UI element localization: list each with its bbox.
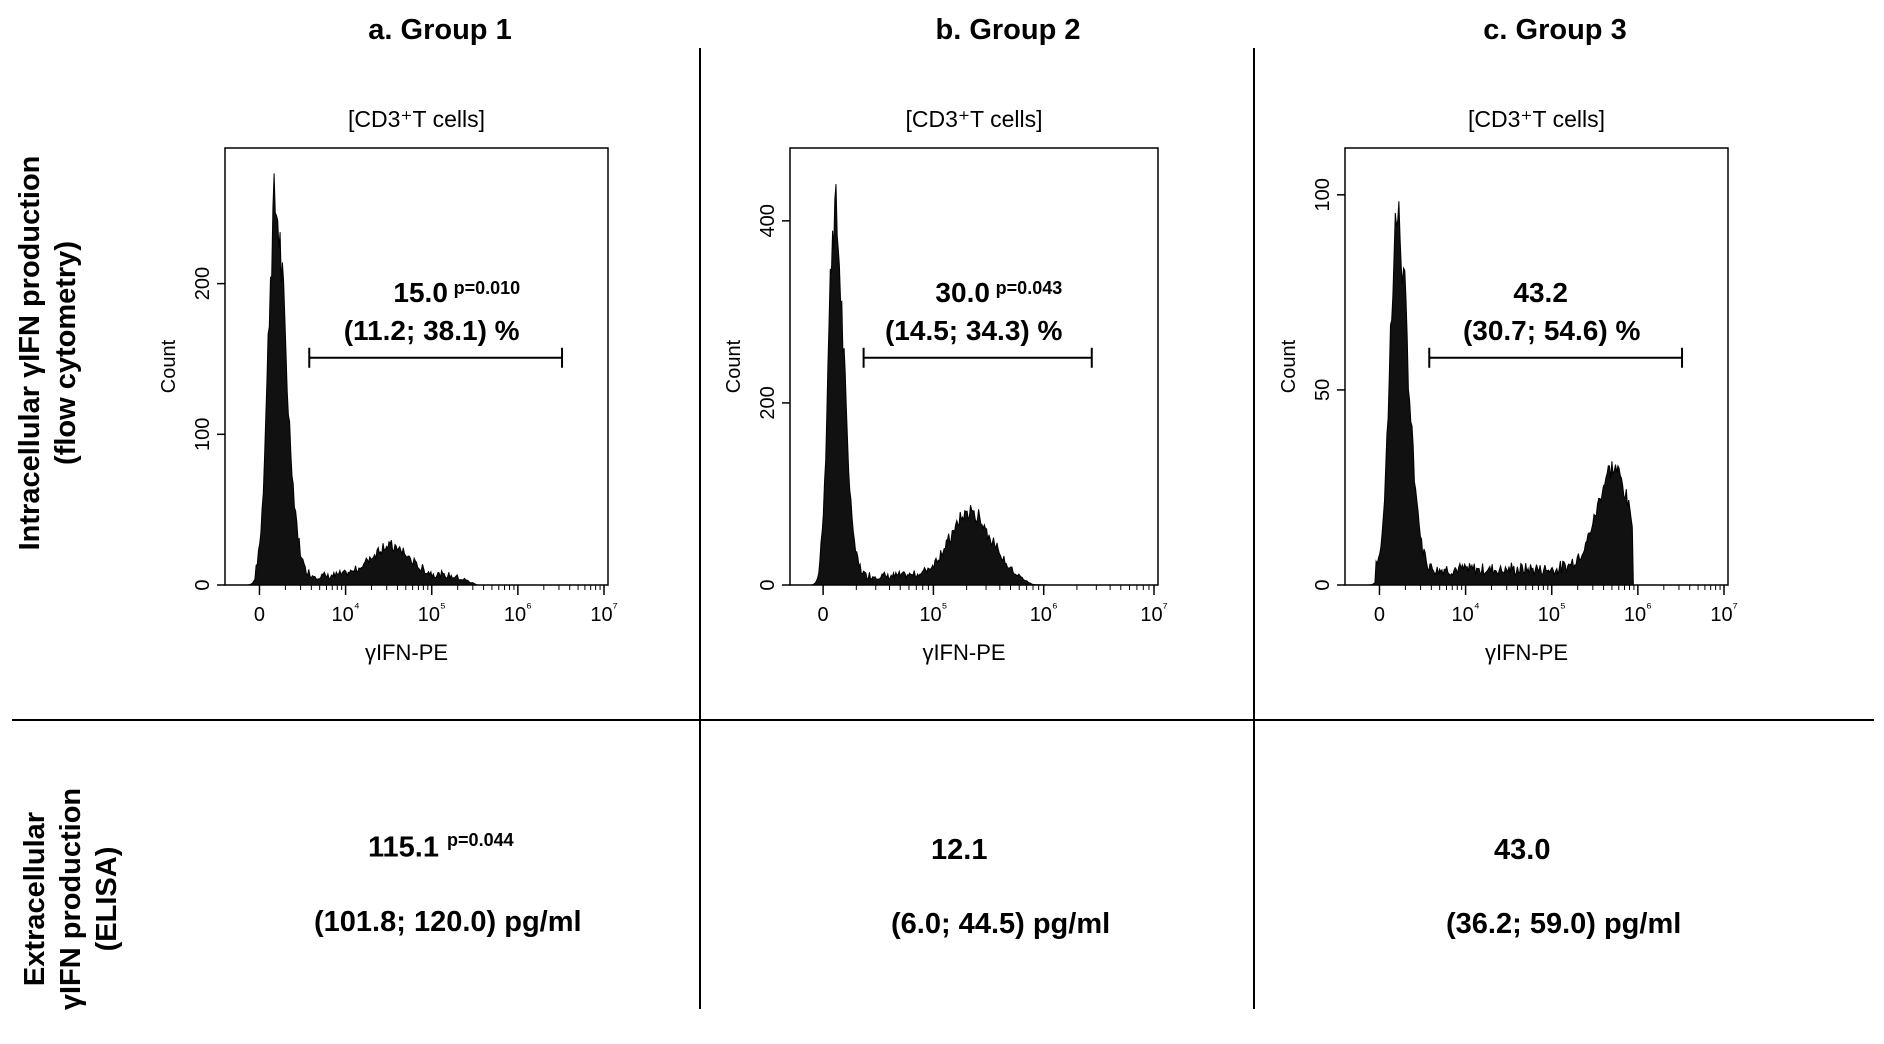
y-tick-label: 0 (1312, 579, 1334, 590)
elisa-value-group-1: 115.1 p=0.044 (368, 830, 514, 865)
y-tick-label: 200 (192, 267, 214, 300)
gate-percent-range: (14.5; 34.3) % (885, 315, 1063, 346)
x-tick-label: 10⁷ (1140, 599, 1167, 626)
histogram-group-2: [CD3⁺T cells] 0 200 400 Count 0 10⁵ 10⁶ 10⁷ γIFN-… (723, 106, 1168, 665)
column-divider-1 (699, 48, 701, 1009)
gate-percent-value: 30.0 (935, 277, 990, 308)
histogram-group-3: [CD3⁺T cells] 0 50 100 Count 0 10⁴ 10⁵ 10⁶ 10⁷ γIF… (1278, 106, 1738, 665)
row-label-extracellular-line-3: (ELISA) (91, 846, 123, 952)
elisa-value-group-3: 43.0 (1494, 834, 1550, 867)
y-tick-label: 0 (192, 579, 214, 590)
x-tick-label: 10⁴ (331, 599, 359, 626)
column-title-group-1: a. Group 1 (368, 14, 512, 46)
x-tick-label: 10⁷ (1710, 599, 1737, 626)
chart-title: [CD3⁺T cells] (348, 106, 485, 132)
x-axis-label: γIFN-PE (1485, 640, 1568, 665)
x-tick-label: 10⁶ (504, 599, 532, 626)
x-tick-label: 10⁵ (919, 599, 947, 626)
histogram-area (1345, 201, 1728, 586)
x-tick-label: 10⁶ (1624, 599, 1652, 626)
histogram-area (225, 173, 608, 586)
x-tick-label: 0 (1374, 604, 1385, 626)
row-label-extracellular-line-2: γIFN production (55, 787, 87, 1011)
y-tick-label: 0 (757, 579, 779, 590)
row-divider (12, 719, 1874, 721)
y-tick-label: 100 (192, 418, 214, 451)
elisa-range-group-1: (101.8; 120.0) pg/ml (314, 906, 582, 938)
x-tick-label: 10⁶ (1030, 599, 1058, 626)
elisa-range-group-3: (36.2; 59.0) pg/ml (1446, 908, 1682, 940)
row-label-extracellular-line-1: Extracellular (19, 811, 51, 987)
y-tick-label: 100 (1312, 178, 1334, 211)
y-axis-label: Count (723, 339, 745, 393)
y-axis-label: Count (1278, 339, 1300, 393)
histogram-group-1: [CD3⁺T cells] 0 100 200 Count 0 10⁴ 10⁵ 10⁶ 10⁷ γI… (158, 106, 618, 665)
elisa-value-text: 43.0 (1494, 834, 1551, 866)
x-tick-label: 10⁴ (1451, 599, 1479, 626)
row-label-intracellular-line-1: Intracellular γIFN production (14, 155, 46, 551)
row-label-intracellular-line-2: (flow cytometry) (50, 241, 82, 465)
x-tick-label: 0 (254, 604, 265, 626)
gate-p-value: p=0.010 (454, 278, 521, 298)
row-label-intracellular: Intracellular γIFN production (flow cyto… (12, 133, 88, 573)
gate-p-value: p=0.043 (996, 278, 1063, 298)
elisa-range-group-2: (6.0; 44.5) pg/ml (891, 908, 1111, 940)
elisa-value-group-2: 12.1 (931, 834, 987, 867)
y-tick-label: 400 (757, 204, 779, 237)
y-axis-label: Count (158, 339, 180, 393)
gate-percent-range: (11.2; 38.1) % (344, 315, 520, 346)
gate-percent-value: 15.0 (393, 277, 448, 308)
x-axis-label: γIFN-PE (365, 640, 448, 665)
column-divider-2 (1253, 48, 1255, 1009)
chart-title: [CD3⁺T cells] (1468, 106, 1605, 132)
gate-percent-value: 43.2 (1513, 277, 1568, 308)
x-axis-label: γIFN-PE (922, 640, 1005, 665)
x-tick-label: 10⁵ (418, 599, 446, 626)
row-label-extracellular: Extracellular γIFN production (ELISA) (17, 754, 127, 1044)
x-tick-label: 0 (818, 604, 829, 626)
elisa-value-text: 12.1 (931, 834, 988, 866)
x-tick-label: 10⁵ (1538, 599, 1566, 626)
column-title-group-3: c. Group 3 (1483, 14, 1627, 46)
y-tick-label: 50 (1312, 379, 1334, 401)
x-tick-label: 10⁷ (590, 599, 617, 626)
elisa-p-value: p=0.044 (447, 830, 514, 850)
gate-percent-range: (30.7; 54.6) % (1463, 315, 1641, 346)
elisa-value-text: 115.1 (368, 831, 439, 864)
chart-title: [CD3⁺T cells] (906, 106, 1043, 132)
y-tick-label: 200 (757, 386, 779, 419)
column-title-group-2: b. Group 2 (935, 14, 1081, 46)
histogram-area (790, 184, 1158, 586)
